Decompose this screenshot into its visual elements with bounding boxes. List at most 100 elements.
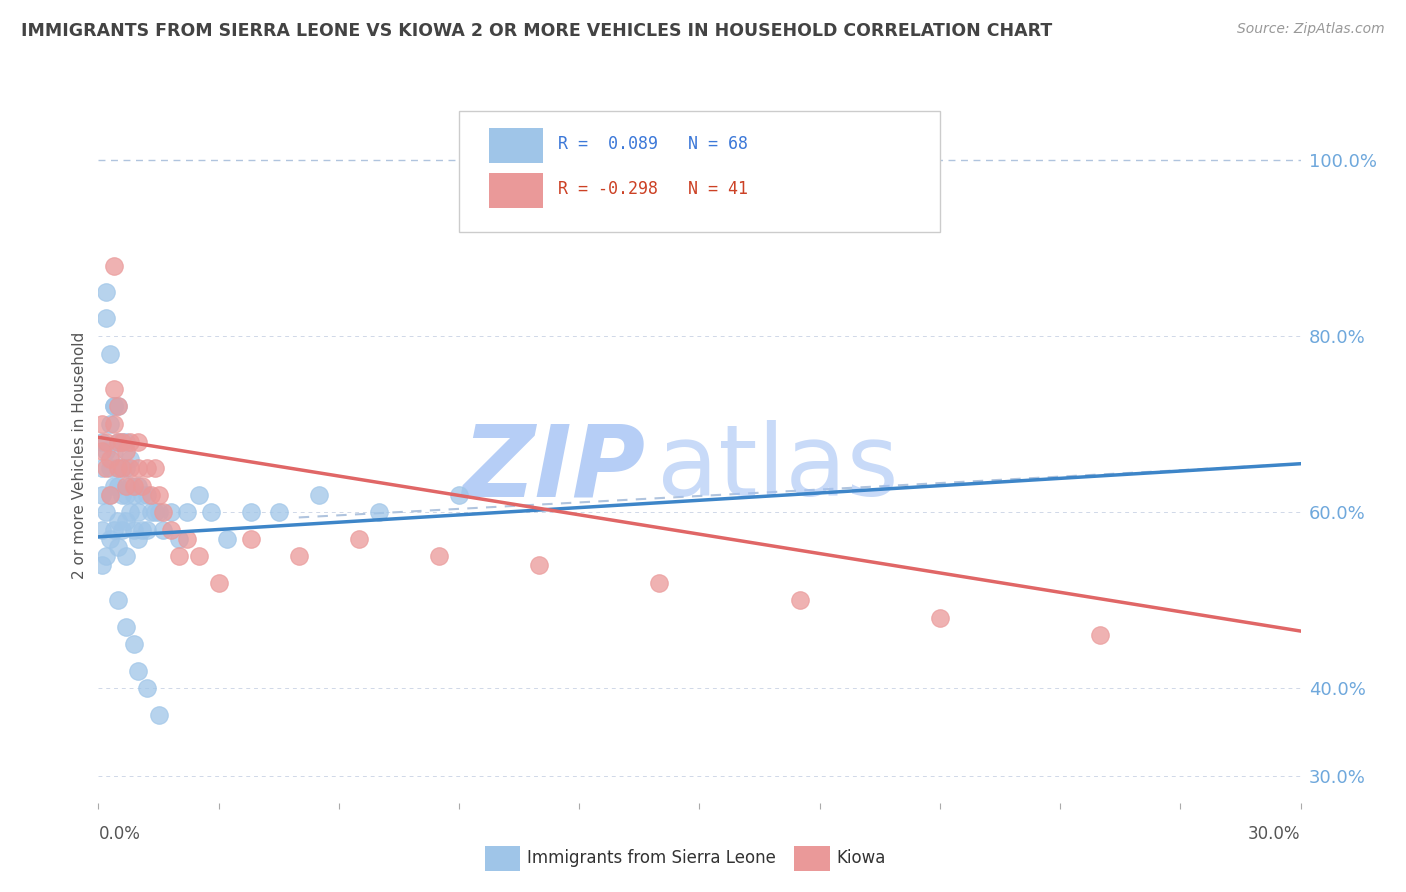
Point <box>308 487 330 501</box>
Point <box>128 532 150 546</box>
Point <box>115 479 138 493</box>
Point <box>96 549 118 564</box>
Point <box>789 593 811 607</box>
Point <box>139 487 162 501</box>
Point <box>100 452 122 467</box>
Point <box>91 461 114 475</box>
Point <box>100 417 122 431</box>
Point <box>111 434 134 449</box>
Point <box>128 664 150 678</box>
Point <box>103 382 125 396</box>
Point <box>239 505 262 519</box>
Point <box>128 434 150 449</box>
Point <box>139 505 162 519</box>
Point <box>111 461 134 475</box>
Point <box>115 549 138 564</box>
Point <box>131 487 153 501</box>
Point <box>347 532 370 546</box>
Point <box>124 523 146 537</box>
Point <box>215 532 238 546</box>
Point <box>115 620 138 634</box>
Point <box>124 479 146 493</box>
Point <box>107 479 129 493</box>
Point <box>107 541 129 555</box>
Point <box>107 434 129 449</box>
Point <box>176 532 198 546</box>
Point <box>100 532 122 546</box>
Point <box>135 487 157 501</box>
FancyBboxPatch shape <box>458 111 939 232</box>
Point <box>120 461 142 475</box>
Point <box>1088 628 1111 642</box>
Point <box>100 487 122 501</box>
Text: IMMIGRANTS FROM SIERRA LEONE VS KIOWA 2 OR MORE VEHICLES IN HOUSEHOLD CORRELATIO: IMMIGRANTS FROM SIERRA LEONE VS KIOWA 2 … <box>21 22 1052 40</box>
Point <box>103 400 125 414</box>
Point <box>115 461 138 475</box>
Point <box>115 514 138 528</box>
Point <box>131 479 153 493</box>
Point <box>111 434 134 449</box>
Point <box>107 400 129 414</box>
Point <box>447 487 470 501</box>
Point <box>96 285 118 299</box>
Point <box>96 311 118 326</box>
Y-axis label: 2 or more Vehicles in Household: 2 or more Vehicles in Household <box>72 331 87 579</box>
Point <box>100 487 122 501</box>
Point <box>176 505 198 519</box>
Point <box>120 505 142 519</box>
Point <box>107 593 129 607</box>
Point <box>91 558 114 572</box>
Point <box>120 434 142 449</box>
Point <box>152 505 174 519</box>
Point <box>529 558 551 572</box>
Point <box>368 505 391 519</box>
Point <box>148 487 170 501</box>
Text: Kiowa: Kiowa <box>837 849 886 867</box>
Text: atlas: atlas <box>658 420 898 517</box>
Point <box>115 434 138 449</box>
Point <box>148 707 170 722</box>
Point <box>148 505 170 519</box>
Text: R =  0.089   N = 68: R = 0.089 N = 68 <box>558 135 748 153</box>
Text: Source: ZipAtlas.com: Source: ZipAtlas.com <box>1237 22 1385 37</box>
Text: 30.0%: 30.0% <box>1249 825 1301 843</box>
Point <box>135 681 157 696</box>
Point <box>131 523 153 537</box>
Point <box>96 443 118 458</box>
Point <box>107 514 129 528</box>
Point <box>167 532 190 546</box>
Point <box>124 487 146 501</box>
Point <box>288 549 311 564</box>
Point <box>187 487 209 501</box>
Text: R = -0.298   N = 41: R = -0.298 N = 41 <box>558 180 748 198</box>
Point <box>91 434 114 449</box>
Text: ZIP: ZIP <box>463 420 645 517</box>
Text: 0.0%: 0.0% <box>98 825 141 843</box>
Point <box>103 400 125 414</box>
Point <box>200 505 222 519</box>
Point <box>107 461 129 475</box>
FancyBboxPatch shape <box>489 128 543 162</box>
Point <box>103 523 125 537</box>
Point <box>239 532 262 546</box>
Point <box>111 487 134 501</box>
Point <box>648 575 671 590</box>
Point <box>135 461 157 475</box>
Point <box>91 523 114 537</box>
Point <box>96 461 118 475</box>
Point <box>96 434 118 449</box>
Point <box>120 479 142 493</box>
Point <box>103 479 125 493</box>
Point <box>143 461 166 475</box>
Point <box>103 259 125 273</box>
Point <box>91 417 114 431</box>
Point <box>128 461 150 475</box>
Point <box>135 523 157 537</box>
Point <box>187 549 209 564</box>
Point <box>91 443 114 458</box>
Point <box>103 417 125 431</box>
FancyBboxPatch shape <box>489 173 543 208</box>
Point <box>208 575 231 590</box>
Point <box>124 637 146 651</box>
Point <box>159 523 181 537</box>
